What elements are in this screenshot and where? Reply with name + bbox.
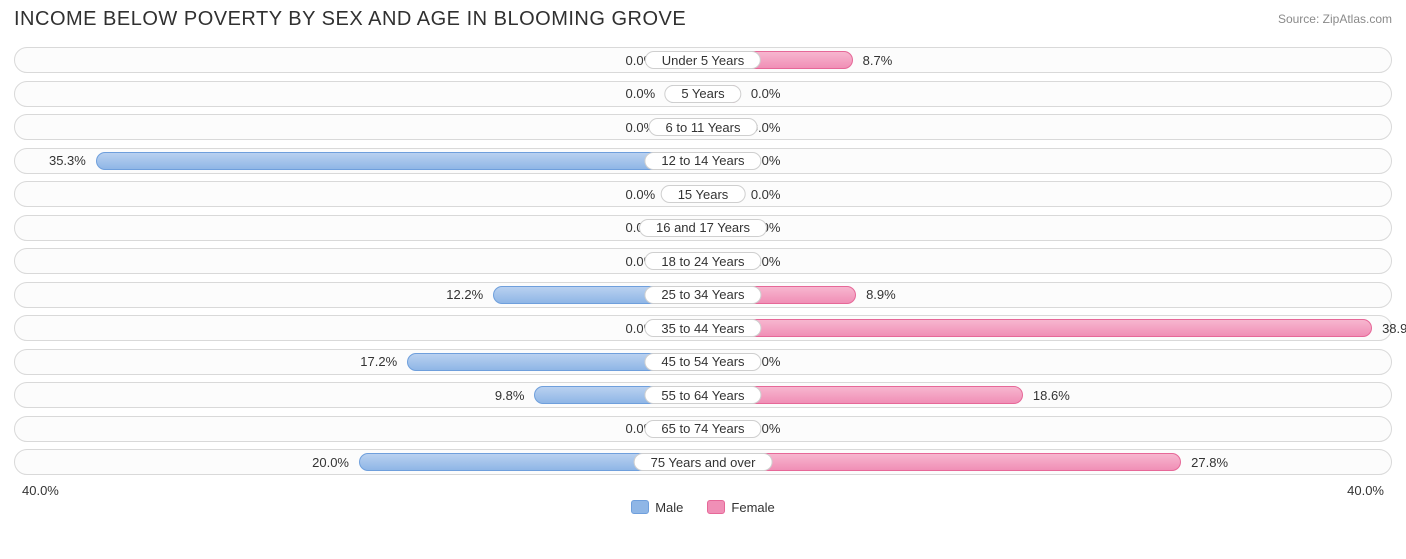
age-label: 45 to 54 Years	[644, 353, 761, 371]
chart-header: INCOME BELOW POVERTY BY SEX AND AGE IN B…	[0, 0, 1406, 35]
legend-female-label: Female	[731, 500, 774, 515]
female-value-label: 8.9%	[860, 283, 902, 307]
male-value-label: 35.3%	[43, 149, 92, 173]
chart-row: 0.0% 0.0%15 Years	[14, 181, 1392, 207]
chart-row: 0.0%0.0%65 to 74 Years	[14, 416, 1392, 442]
axis-left-label: 40.0%	[22, 483, 59, 498]
age-label: 16 and 17 Years	[639, 219, 767, 237]
legend-female: Female	[707, 500, 774, 515]
age-label: 35 to 44 Years	[644, 319, 761, 337]
age-label: 55 to 64 Years	[644, 386, 761, 404]
male-value-label: 17.2%	[354, 350, 403, 374]
age-label: 25 to 34 Years	[644, 286, 761, 304]
chart-row: 12.2% 8.9% 25 to 34 Years	[14, 282, 1392, 308]
diverging-bar-chart: 0.0%8.7%Under 5 Years0.0%0.0%5 Years0.0%…	[0, 35, 1406, 475]
age-label: 75 Years and over	[634, 453, 773, 471]
age-label: 5 Years	[664, 85, 741, 103]
female-value-label: 0.0%	[745, 82, 787, 106]
female-value-label: 27.8%	[1185, 450, 1234, 474]
chart-row: 17.2%0.0%45 to 54 Years	[14, 349, 1392, 375]
male-value-label: 20.0%	[306, 450, 355, 474]
chart-source: Source: ZipAtlas.com	[1278, 12, 1392, 26]
age-label: 65 to 74 Years	[644, 420, 761, 438]
chart-row: 35.3%0.0%12 to 14 Years	[14, 148, 1392, 174]
chart-row: 20.0% 27.8% 75 Years and over	[14, 449, 1392, 475]
chart-row: 0.0%0.0%16 and 17 Years	[14, 215, 1392, 241]
age-label: 18 to 24 Years	[644, 252, 761, 270]
age-label: 12 to 14 Years	[644, 152, 761, 170]
male-bar	[96, 152, 703, 170]
chart-row: 0.0%8.7%Under 5 Years	[14, 47, 1392, 73]
female-value-label: 18.6%	[1027, 383, 1076, 407]
chart-row: 0.0%0.0%18 to 24 Years	[14, 248, 1392, 274]
male-swatch-icon	[631, 500, 649, 514]
female-value-label: 38.9%	[1376, 316, 1406, 340]
male-value-label: 9.8%	[489, 383, 531, 407]
female-bar	[703, 319, 1372, 337]
age-label: Under 5 Years	[645, 51, 761, 69]
female-bar	[703, 453, 1181, 471]
male-value-label: 12.2%	[440, 283, 489, 307]
chart-row: 0.0%38.9%35 to 44 Years	[14, 315, 1392, 341]
legend: Male Female	[0, 500, 1406, 515]
legend-male-label: Male	[655, 500, 683, 515]
male-value-label: 0.0%	[620, 182, 662, 206]
female-value-label: 0.0%	[745, 182, 787, 206]
x-axis: 40.0% 40.0%	[0, 483, 1406, 498]
male-value-label: 0.0%	[620, 82, 662, 106]
chart-title: INCOME BELOW POVERTY BY SEX AND AGE IN B…	[14, 8, 686, 31]
chart-row: 9.8% 18.6% 55 to 64 Years	[14, 382, 1392, 408]
age-label: 15 Years	[661, 185, 746, 203]
female-swatch-icon	[707, 500, 725, 514]
chart-row: 0.0% 0.0%5 Years	[14, 81, 1392, 107]
chart-row: 0.0%0.0%6 to 11 Years	[14, 114, 1392, 140]
axis-right-label: 40.0%	[1347, 483, 1384, 498]
legend-male: Male	[631, 500, 683, 515]
age-label: 6 to 11 Years	[649, 118, 758, 136]
female-value-label: 8.7%	[857, 48, 899, 72]
